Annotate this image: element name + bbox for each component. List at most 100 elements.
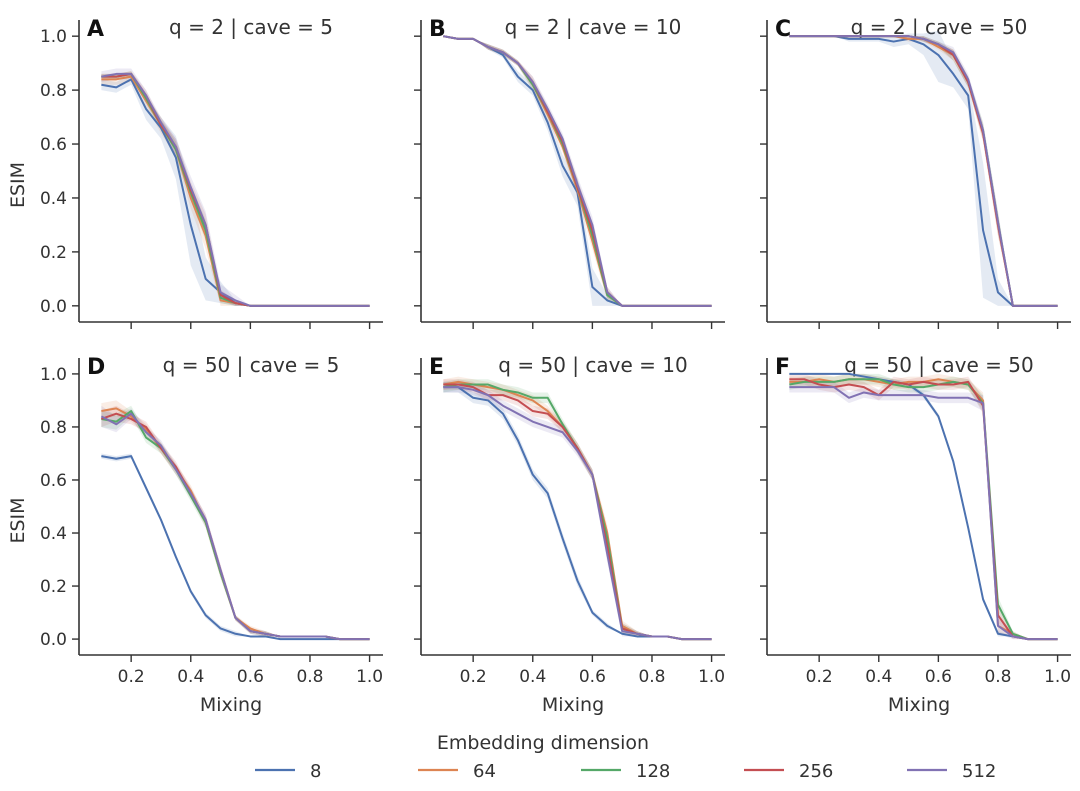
series-line-8 [101, 455, 370, 641]
x-tick-label: 0.8 [296, 667, 323, 687]
panel-title: q = 50 | cave = 50 [844, 353, 1033, 377]
series-line-256 [789, 378, 1058, 641]
series-line-8 [443, 35, 712, 307]
y-axis-label: ESIM [7, 497, 29, 543]
panel-letter: C [775, 17, 791, 42]
legend: Embedding dimension 8 64 128 256 512 [255, 732, 996, 782]
band-512 [443, 381, 712, 640]
series-line-64 [443, 35, 712, 307]
x-axis-label: Mixing [200, 694, 262, 716]
band-128 [443, 36, 712, 306]
legend-label: 512 [962, 761, 996, 782]
panel-a: 0.0 0.2 0.4 0.6 0.8 1.0 ESIM A q = 2 | cave = 5 [7, 15, 383, 329]
panel-title: q = 50 | cave = 5 [163, 353, 340, 377]
band-256 [101, 71, 370, 306]
legend-item-256: 256 [744, 761, 833, 782]
series-line-256 [443, 35, 712, 307]
confidence-bands [789, 30, 1058, 306]
x-tick-label: 1.0 [698, 667, 725, 687]
series-lines [101, 72, 370, 307]
series-line-64 [789, 378, 1058, 641]
series-lines [789, 35, 1058, 307]
confidence-bands [443, 36, 712, 306]
y-tick-label: 0.8 [40, 81, 67, 101]
legend-title: Embedding dimension [437, 732, 649, 754]
confidence-bands [101, 68, 370, 306]
y-tick-label: 0.2 [40, 243, 67, 263]
series-lines [100, 407, 370, 641]
confidence-bands [443, 376, 712, 640]
band-512 [443, 36, 712, 306]
x-tick-label: 0.8 [984, 667, 1011, 687]
x-tick-label: 0.4 [519, 667, 546, 687]
confidence-bands [789, 373, 1058, 640]
series-line-256 [789, 35, 1058, 307]
band-8 [443, 381, 712, 640]
series-line-8 [789, 35, 1058, 307]
x-axis-label: Mixing [888, 694, 950, 716]
confidence-bands [101, 400, 370, 640]
x-axis-label: Mixing [542, 694, 604, 716]
legend-label: 128 [636, 761, 670, 782]
x-tick-label: 0.6 [237, 667, 264, 687]
band-256 [789, 36, 1058, 306]
series-line-512 [443, 386, 712, 641]
x-tick-label: 1.0 [1044, 667, 1071, 687]
x-tick-label: 0.2 [460, 667, 487, 687]
series-line-8 [443, 386, 712, 641]
band-8 [101, 453, 370, 640]
legend-label: 64 [473, 761, 496, 782]
legend-item-128: 128 [581, 761, 670, 782]
panel-letter: B [429, 17, 446, 42]
band-64 [443, 376, 712, 640]
x-tick-label: 0.6 [579, 667, 606, 687]
panel-title: q = 2 | cave = 10 [505, 15, 682, 39]
series-line-512 [443, 35, 712, 307]
band-8 [789, 373, 1058, 640]
band-64 [789, 373, 1058, 640]
legend-label: 256 [799, 761, 833, 782]
band-64 [101, 400, 370, 640]
series-line-64 [101, 407, 370, 641]
series-line-64 [101, 75, 370, 307]
band-256 [443, 36, 712, 306]
series-line-512 [789, 386, 1058, 641]
series-lines [443, 380, 712, 641]
series-line-128 [443, 383, 712, 641]
band-128 [443, 379, 712, 640]
band-512 [101, 405, 370, 640]
y-tick-label: 0.4 [40, 189, 67, 209]
panel-title: q = 2 | cave = 5 [169, 15, 333, 39]
x-tick-label: 0.2 [806, 667, 833, 687]
band-128 [101, 405, 370, 640]
x-tick-label: 0.2 [118, 667, 145, 687]
panel-title: q = 2 | cave = 50 [851, 15, 1028, 39]
y-tick-label: 0.0 [40, 630, 67, 650]
band-512 [789, 381, 1058, 640]
series-line-128 [789, 35, 1058, 307]
band-64 [443, 36, 712, 306]
panel-letter: F [775, 355, 790, 380]
y-tick-label: 0.6 [40, 135, 67, 155]
legend-item-8: 8 [255, 761, 321, 782]
panel-letter: E [429, 355, 444, 380]
panel-letter: D [87, 355, 105, 380]
band-8 [443, 36, 712, 306]
y-tick-label: 0.6 [40, 471, 67, 491]
x-tick-label: 0.4 [865, 667, 892, 687]
band-512 [789, 36, 1058, 306]
panels: 0.0 0.2 0.4 0.6 0.8 1.0 ESIM A q = 2 | cave = 5 B… [7, 15, 1071, 716]
y-axis-label: ESIM [7, 162, 29, 208]
band-8 [101, 73, 370, 306]
x-tick-label: 0.4 [177, 667, 204, 687]
y-tick-label: 1.0 [40, 365, 67, 385]
x-tick-label: 0.6 [925, 667, 952, 687]
series-line-512 [789, 35, 1058, 307]
legend-item-512: 512 [907, 761, 996, 782]
y-tick-label: 0.2 [40, 577, 67, 597]
series-line-256 [101, 412, 370, 641]
legend-label: 8 [310, 761, 321, 782]
x-tick-label: 1.0 [356, 667, 383, 687]
